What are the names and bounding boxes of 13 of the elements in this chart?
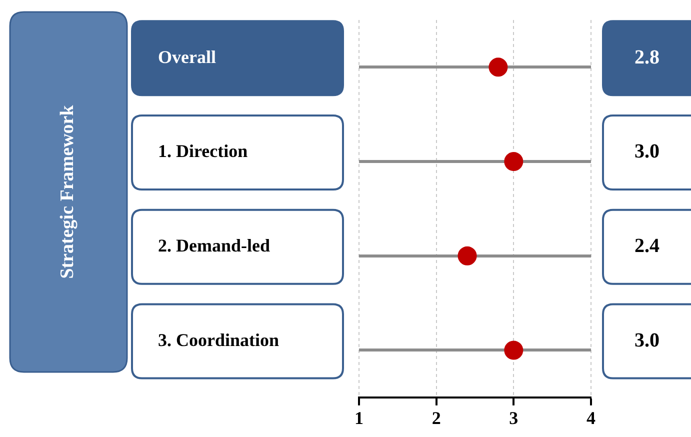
y-tick-label: Overall	[158, 46, 216, 67]
x-tick-label: 2	[432, 408, 441, 428]
data-label: 2.8	[634, 46, 660, 68]
x-tick-label: 1	[354, 408, 364, 428]
data-label: 3.0	[634, 329, 660, 352]
y-tick-label: 3. Coordination	[158, 330, 280, 350]
data-label: 2.4	[634, 235, 660, 258]
data-label: 3.0	[634, 140, 660, 163]
y-axis-title: Strategic Framework	[56, 104, 78, 279]
y-tick-label: 1. Direction	[158, 141, 248, 162]
x-tick-label: 4	[586, 408, 596, 428]
x-tick-label: 3	[509, 408, 518, 428]
y-tick-label: 2. Demand-led	[158, 236, 270, 256]
